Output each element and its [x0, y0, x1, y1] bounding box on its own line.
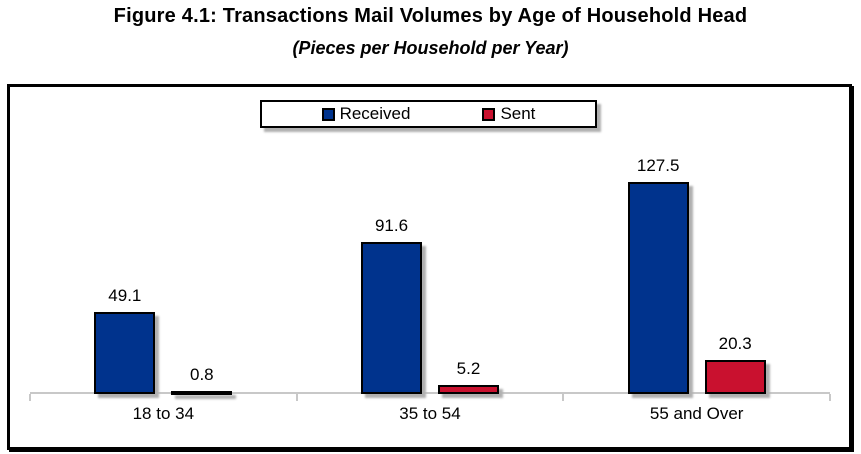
value-label-sent-55-and-over: 20.3	[718, 334, 752, 354]
value-label-sent-35-to-54: 5.2	[456, 359, 481, 379]
figure-title: Figure 4.1: Transactions Mail Volumes by…	[113, 5, 748, 27]
bar-received-35-to-54	[361, 241, 422, 394]
bar-received-18-to-34	[94, 312, 156, 394]
figure-subtitle: (Pieces per Household per Year)	[292, 38, 569, 58]
x-axis-tick	[562, 394, 565, 401]
bar-sent-35-to-54	[438, 385, 499, 394]
bar-received-55-and-over	[627, 182, 689, 394]
plot-area: 49.1 0.8 18 to 34 91.6 5.2 35 to 54 127.5 20.3 5…	[10, 87, 849, 447]
value-label-sent-18-to-34: 0.8	[190, 365, 214, 384]
x-axis-tick	[295, 394, 298, 401]
x-axis-label-55-and-over: 55 and Over	[649, 404, 744, 423]
legend-item-sent: Sent	[482, 104, 535, 124]
legend-item-received: Received	[321, 104, 411, 124]
legend-swatch-sent-icon	[482, 107, 496, 121]
bar-sent-18-to-34	[171, 391, 233, 395]
chart-frame: Received Sent 49.1 0.8 18 to 34 91.6 5.2 35 to…	[7, 84, 852, 450]
legend-label-received: Received	[339, 104, 411, 123]
value-label-received-55-and-over: 127.5	[636, 156, 680, 176]
bar-sent-55-and-over	[704, 360, 766, 394]
x-axis-tick	[829, 394, 831, 401]
legend-swatch-received-icon	[321, 107, 335, 121]
value-label-received-35-to-54: 91.6	[374, 215, 409, 235]
x-axis-label-18-to-34: 18 to 34	[132, 404, 195, 423]
legend-label-sent: Sent	[500, 104, 536, 123]
chart-legend: Received Sent	[260, 100, 597, 128]
x-axis-line	[30, 392, 830, 394]
x-axis-label-35-to-54: 35 to 54	[399, 404, 461, 423]
value-label-received-18-to-34: 49.1	[108, 286, 142, 306]
x-axis-tick	[29, 394, 31, 401]
